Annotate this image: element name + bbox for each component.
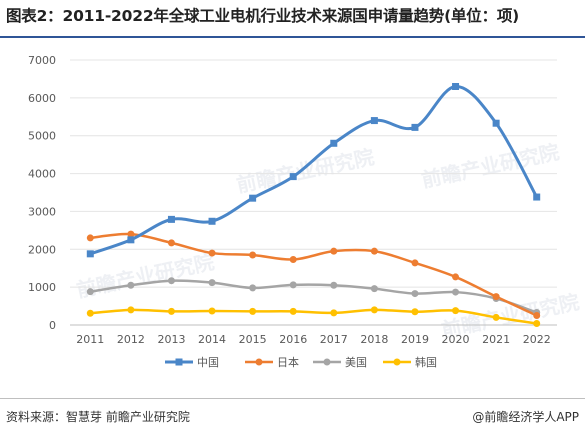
y-tick-label: 2000 [28,243,56,256]
data-point-韩国 [127,306,135,314]
data-point-韩国 [330,309,338,317]
data-point-美国 [167,277,175,285]
y-tick-label: 3000 [28,205,56,218]
data-point-日本 [411,259,419,267]
data-point-韩国 [411,308,419,316]
data-point-美国 [127,281,135,289]
x-tick-label: 2020 [442,333,470,346]
data-point-日本 [289,256,297,264]
data-point-韩国 [492,313,500,321]
x-tick-label: 2015 [239,333,267,346]
data-point-韩国 [249,307,257,315]
legend-marker [323,358,331,366]
data-point-日本 [167,239,175,247]
y-tick-label: 6000 [28,92,56,105]
legend-label: 韩国 [415,355,437,369]
footer-divider [0,398,585,399]
x-tick-label: 2022 [523,333,551,346]
x-tick-label: 2018 [360,333,388,346]
y-tick-label: 0 [49,319,56,332]
line-chart: 0 1000 2000 3000 4000 5000 6000 7000 2011 2012 201… [28,54,557,369]
x-tick-label: 2012 [117,333,145,346]
data-point-中国 [249,194,257,202]
x-tick-label: 2011 [76,333,104,346]
title-divider [0,36,585,38]
data-point-日本 [452,273,460,281]
x-tick-label: 2014 [198,333,226,346]
data-point-美国 [452,288,460,296]
data-point-中国 [289,173,297,181]
y-tick-label: 4000 [28,168,56,181]
series-line-日本 [90,232,538,317]
x-tick-label: 2013 [157,333,185,346]
data-point-韩国 [208,307,216,315]
data-point-日本 [330,247,338,255]
data-point-美国 [411,290,419,298]
data-point-韩国 [533,319,541,327]
data-point-中国 [127,236,135,244]
data-point-日本 [208,249,216,257]
data-point-美国 [86,288,94,296]
data-point-日本 [86,234,94,242]
x-tick-label: 2016 [279,333,307,346]
legend-marker [393,358,401,366]
data-point-日本 [370,247,378,255]
data-point-中国 [208,217,216,225]
data-point-美国 [249,284,257,292]
data-point-日本 [492,293,500,301]
data-point-日本 [533,312,541,320]
data-point-美国 [289,281,297,289]
data-point-韩国 [452,307,460,315]
data-point-韩国 [167,307,175,315]
data-point-韩国 [289,307,297,315]
data-point-中国 [86,250,94,258]
data-point-中国 [492,119,500,127]
source-note: 资料来源：智慧芽 前瞻产业研究院 [6,410,190,424]
legend-marker [175,358,183,366]
data-point-中国 [330,139,338,147]
data-point-日本 [127,230,135,238]
data-point-美国 [208,279,216,287]
legend-label: 中国 [197,356,219,369]
data-point-美国 [330,281,338,289]
x-tick-label: 2021 [482,333,510,346]
y-tick-label: 7000 [28,54,56,67]
data-point-中国 [167,215,175,223]
data-point-韩国 [86,309,94,317]
data-point-日本 [249,251,257,259]
series-line-韩国 [90,308,537,325]
x-tick-label: 2017 [320,333,348,346]
data-point-中国 [533,193,541,201]
legend-label: 日本 [277,355,299,369]
legend-marker [255,358,263,366]
data-point-美国 [370,285,378,293]
data-point-中国 [370,117,378,125]
x-tick-label: 2019 [401,333,429,346]
y-tick-label: 1000 [28,281,56,294]
brand-label: @前瞻经济学人APP [472,410,579,424]
series-line-美国 [90,279,538,314]
data-point-中国 [452,83,460,90]
chart-title: 图表2：2011-2022年全球工业电机行业技术来源国申请量趋势(单位：项) [6,7,520,25]
series-line-中国 [89,84,539,256]
y-tick-label: 5000 [28,130,56,143]
legend-label: 美国 [345,356,367,369]
data-point-韩国 [370,306,378,314]
data-point-中国 [411,123,419,131]
